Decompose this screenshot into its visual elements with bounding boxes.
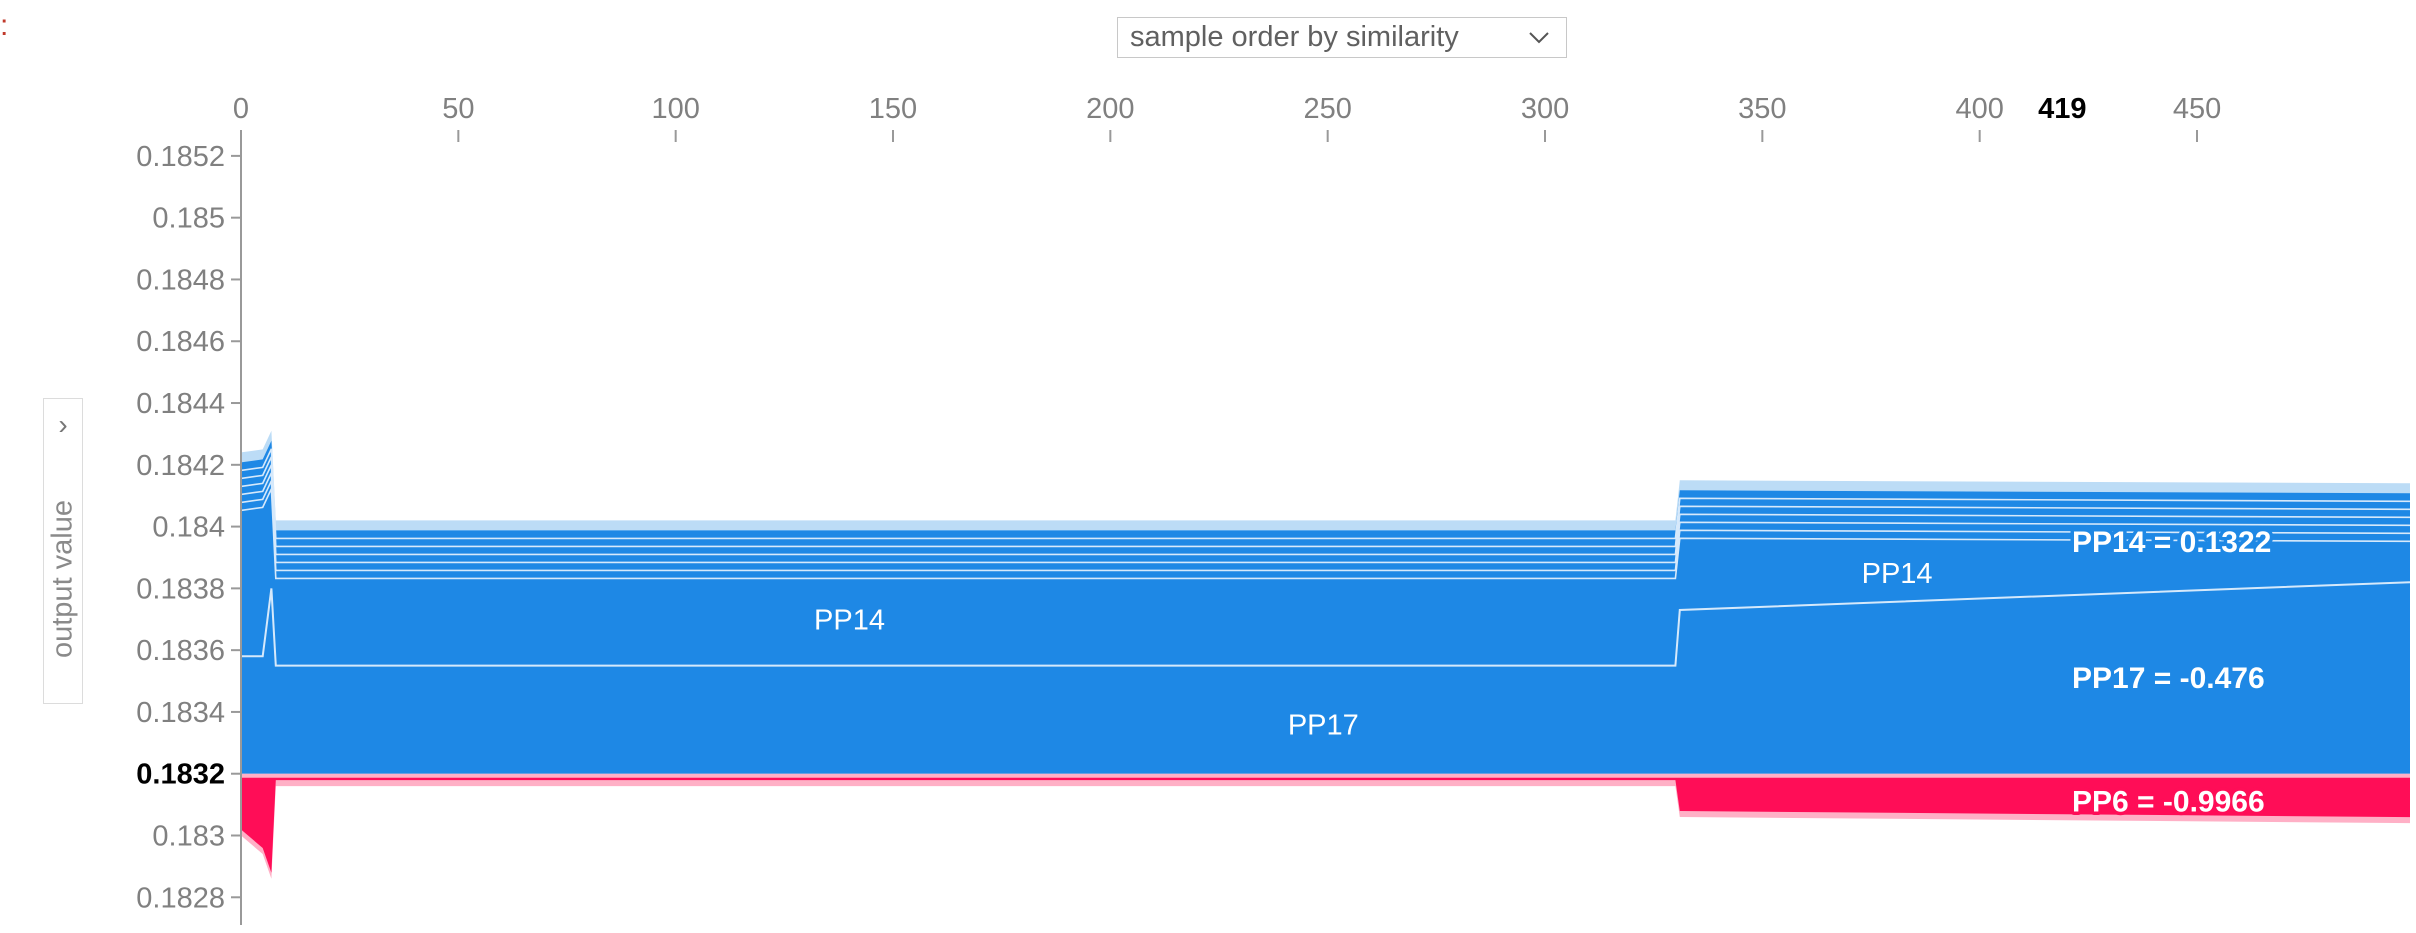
- y-tick-label: 0.1844: [136, 388, 225, 420]
- x-tick-label: 100: [651, 93, 699, 125]
- chevron-down-icon: [1528, 18, 1550, 68]
- output-value-panel-toggle[interactable]: › output value: [43, 398, 83, 704]
- x-tick-label: 450: [2173, 93, 2221, 125]
- corner-marker: :: [0, 9, 9, 42]
- y-tick-label: 0.1838: [136, 573, 225, 605]
- y-tick-label: 0.1852: [136, 141, 225, 173]
- feature-value-label: PP14 = 0.1322: [2072, 526, 2271, 559]
- contour-line: [240, 488, 2411, 580]
- x-tick-label: 400: [1955, 93, 2003, 125]
- chevron-right-icon: ›: [58, 409, 68, 440]
- x-tick-label: 350: [1738, 93, 1786, 125]
- sample-order-value: sample order by similarity: [1130, 21, 1459, 53]
- y-tick-label: 0.184: [152, 512, 225, 544]
- feature-value-label: PP6 = -0.9966: [2072, 786, 2265, 819]
- y-tick-label: 0.1836: [136, 635, 225, 667]
- area-pp14: [241, 440, 2410, 774]
- y-tick-label: 0.1832: [136, 759, 225, 791]
- y-tick-label: 0.1842: [136, 450, 225, 482]
- y-tick-label: 0.1834: [136, 697, 225, 729]
- x-tick-label: 50: [442, 93, 474, 125]
- y-tick-label: 0.185: [152, 203, 225, 235]
- area-pp17-boundary: [241, 581, 2411, 667]
- y-tick-label: 0.1846: [136, 326, 225, 358]
- x-tick-label: 300: [1521, 93, 1569, 125]
- x-tick-label: 150: [869, 93, 917, 125]
- x-highlight-label: 419: [2038, 93, 2086, 125]
- area-pp6: [241, 777, 2410, 873]
- band-label: PP14: [814, 604, 885, 636]
- band-label: PP14: [1862, 558, 1933, 590]
- y-tick-label: 0.183: [152, 821, 225, 853]
- x-tick-label: 200: [1086, 93, 1134, 125]
- band-label: PP17: [1288, 709, 1359, 741]
- sample-order-select[interactable]: sample order by similarity: [1117, 17, 1567, 58]
- feature-value-label: PP17 = -0.476: [2072, 662, 2265, 695]
- x-tick-label: 0: [233, 93, 249, 125]
- y-tick-label: 0.1848: [136, 264, 225, 296]
- x-tick-label: 250: [1303, 93, 1351, 125]
- y-tick-label: 0.1828: [136, 882, 225, 914]
